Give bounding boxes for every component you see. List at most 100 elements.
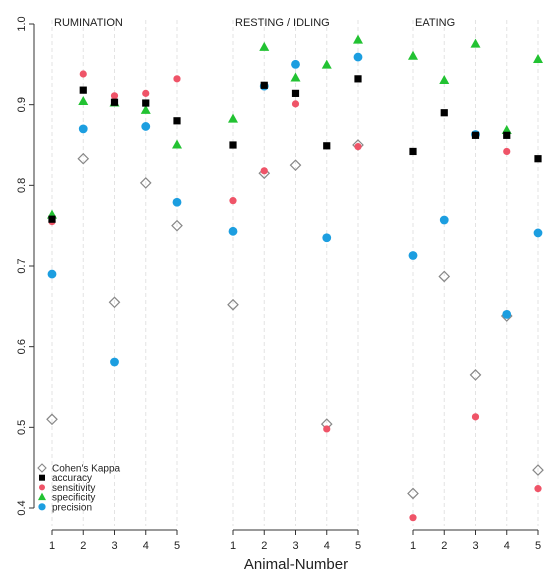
point-accuracy bbox=[503, 131, 511, 139]
point-kappa bbox=[108, 296, 121, 309]
point-precision bbox=[47, 269, 57, 279]
point-kappa bbox=[139, 177, 152, 189]
data-points bbox=[46, 34, 544, 522]
legend-marker-precision bbox=[38, 503, 46, 511]
point-specificity bbox=[408, 50, 418, 60]
x-tick-label: 3 bbox=[292, 540, 298, 552]
point-precision bbox=[439, 215, 449, 225]
x-tick-label: 5 bbox=[355, 540, 361, 552]
point-sensitivity bbox=[409, 514, 417, 522]
point-precision bbox=[141, 122, 151, 131]
point-accuracy bbox=[48, 215, 56, 223]
legend-marker-sensitivity bbox=[39, 484, 45, 491]
legend-marker-specificity bbox=[38, 492, 46, 501]
legend-label: Cohen's Kappa bbox=[52, 464, 121, 475]
point-precision bbox=[172, 197, 182, 207]
axes: 0.4 0.5 0.6 0.7 0.8 0.9 1.0 1 2 3 4 5 1 2 3 4 5 1 2 3 4 5 bbox=[16, 16, 541, 552]
point-kappa bbox=[77, 152, 90, 165]
y-tick-label: 1.0 bbox=[16, 16, 28, 31]
point-accuracy bbox=[409, 147, 417, 156]
point-specificity bbox=[470, 38, 481, 48]
point-specificity bbox=[228, 113, 238, 123]
point-specificity bbox=[259, 41, 270, 51]
point-accuracy bbox=[229, 141, 237, 149]
legend-item-accuracy: accuracy bbox=[39, 473, 92, 484]
point-sensitivity bbox=[142, 89, 150, 97]
x-tick-label: 5 bbox=[535, 540, 541, 552]
point-kappa bbox=[469, 369, 482, 381]
point-kappa bbox=[407, 487, 419, 500]
legend-item-precision: precision bbox=[38, 502, 92, 513]
point-precision bbox=[228, 226, 238, 236]
panel-title: EATING bbox=[415, 17, 455, 29]
legend-label: accuracy bbox=[52, 473, 92, 484]
point-accuracy bbox=[173, 117, 181, 125]
point-sensitivity bbox=[260, 167, 268, 175]
point-kappa bbox=[171, 219, 183, 232]
panel-titles: RUMINATION RESTING / IDLING EATING bbox=[54, 17, 455, 29]
panel-title: RESTING / IDLING bbox=[235, 17, 330, 29]
point-specificity bbox=[78, 95, 89, 105]
point-specificity bbox=[353, 34, 363, 44]
point-kappa bbox=[46, 413, 58, 426]
point-sensitivity bbox=[229, 197, 237, 205]
x-tick-label: 2 bbox=[441, 540, 447, 552]
legend-marker-kappa bbox=[37, 463, 47, 473]
x-tick-label: 3 bbox=[472, 540, 478, 552]
y-tick-label: 0.4 bbox=[16, 500, 28, 515]
x-tick-label: 1 bbox=[230, 540, 236, 552]
x-tick-label: 2 bbox=[80, 540, 86, 552]
point-accuracy bbox=[79, 86, 87, 94]
point-sensitivity bbox=[173, 75, 181, 83]
point-sensitivity bbox=[323, 425, 331, 433]
x-axis-label: Animal-Number bbox=[244, 556, 348, 573]
point-sensitivity bbox=[471, 413, 480, 421]
point-specificity bbox=[321, 59, 332, 69]
panel-title: RUMINATION bbox=[54, 17, 123, 29]
y-tick-label: 0.7 bbox=[16, 258, 28, 273]
point-sensitivity bbox=[110, 92, 119, 100]
point-precision bbox=[353, 52, 363, 62]
y-tick-label: 0.5 bbox=[16, 420, 28, 435]
x-tick-label: 5 bbox=[174, 540, 180, 552]
point-sensitivity bbox=[291, 100, 300, 108]
x-tick-label: 4 bbox=[324, 540, 330, 552]
point-sensitivity bbox=[354, 143, 362, 151]
point-sensitivity bbox=[534, 485, 542, 493]
point-specificity bbox=[172, 139, 182, 149]
point-kappa bbox=[227, 298, 239, 311]
x-tick-label: 4 bbox=[143, 540, 149, 552]
point-specificity bbox=[533, 53, 543, 63]
x-tick-label: 2 bbox=[261, 540, 267, 552]
point-kappa bbox=[438, 270, 451, 283]
point-accuracy bbox=[440, 109, 448, 117]
point-accuracy bbox=[471, 131, 480, 139]
x-tick-label: 3 bbox=[111, 540, 117, 552]
point-precision bbox=[502, 310, 512, 319]
legend-item-kappa: Cohen's Kappa bbox=[37, 463, 121, 475]
legend-label: specificity bbox=[52, 493, 95, 504]
point-sensitivity bbox=[503, 147, 511, 156]
point-accuracy bbox=[323, 142, 331, 150]
legend: Cohen's Kappaaccuracysensitivityspecific… bbox=[37, 463, 121, 513]
point-kappa bbox=[289, 159, 302, 172]
point-precision bbox=[78, 124, 88, 134]
point-accuracy bbox=[142, 99, 150, 107]
point-accuracy bbox=[534, 155, 542, 163]
point-specificity bbox=[140, 104, 151, 114]
point-accuracy bbox=[110, 98, 119, 106]
point-precision bbox=[322, 233, 332, 243]
legend-label: sensitivity bbox=[52, 483, 95, 494]
legend-item-sensitivity: sensitivity bbox=[39, 483, 95, 494]
point-accuracy bbox=[354, 75, 362, 83]
legend-label: precision bbox=[52, 502, 92, 513]
point-accuracy bbox=[291, 89, 300, 97]
legend-item-specificity: specificity bbox=[38, 492, 95, 504]
y-tick-label: 0.9 bbox=[16, 97, 28, 112]
point-precision bbox=[291, 59, 300, 69]
x-tick-label: 4 bbox=[504, 540, 510, 552]
x-tick-label: 1 bbox=[49, 540, 55, 552]
point-precision bbox=[533, 228, 543, 238]
point-specificity bbox=[439, 74, 450, 84]
